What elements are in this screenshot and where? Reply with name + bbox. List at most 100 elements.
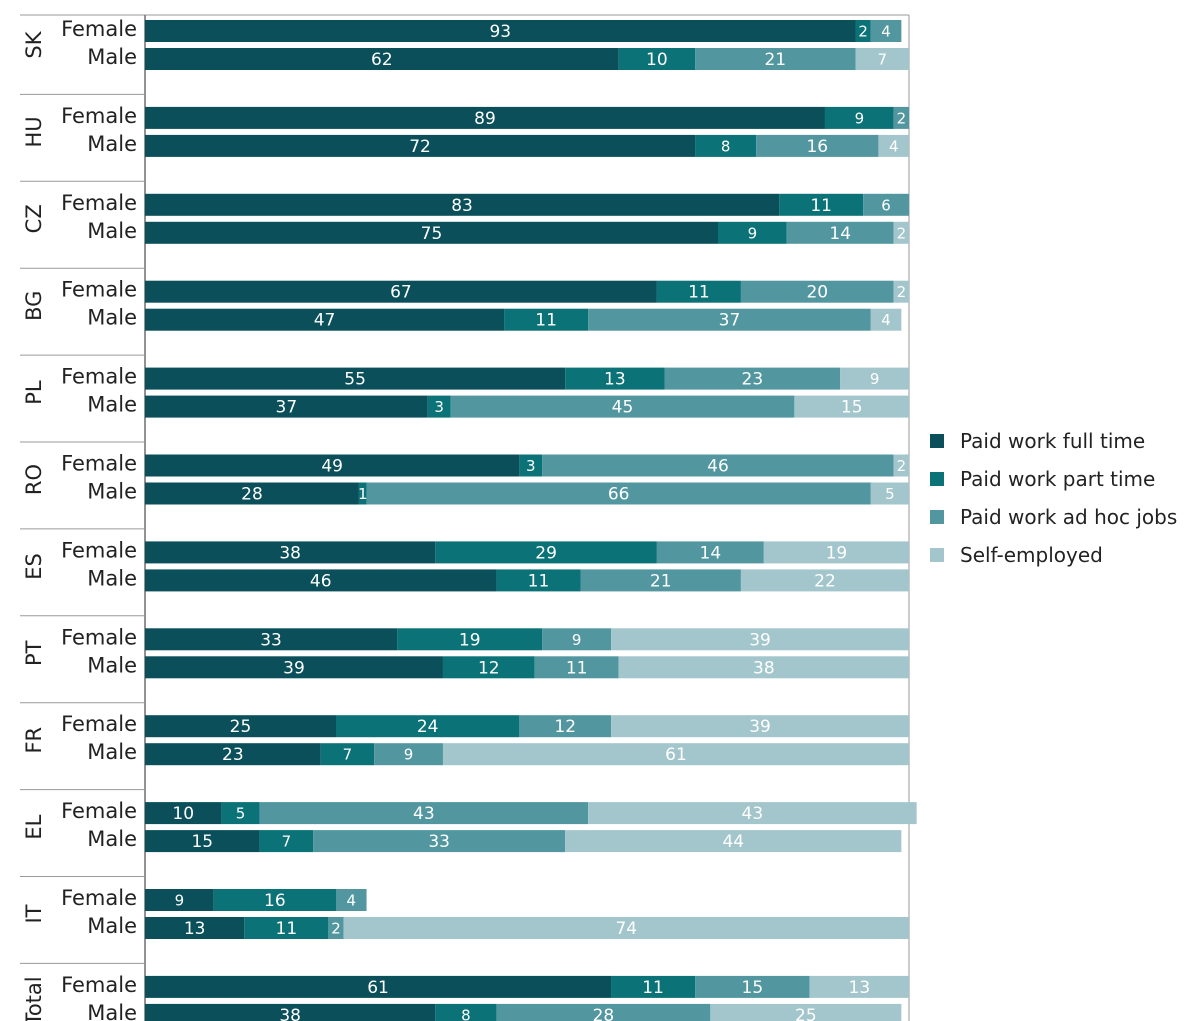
data-label-es-male-paid-work-full-time: 46 <box>310 571 332 591</box>
legend: Paid work full time Paid work part time … <box>930 424 1177 576</box>
data-label-el-male-self-employed: 44 <box>722 832 744 852</box>
data-label-el-female-paid-work-part-time: 5 <box>236 805 246 823</box>
row-label-fr-male: Male <box>87 740 137 764</box>
bar-es-male-paid-work-part-time <box>496 569 581 592</box>
data-label-pl-male-self-employed: 15 <box>841 398 863 418</box>
data-label-it-female-paid-work-ad-hoc-jobs: 4 <box>347 892 357 910</box>
data-label-total-female-self-employed: 13 <box>849 978 871 998</box>
bar-pt-male-paid-work-part-time <box>442 656 535 679</box>
data-label-hu-male-paid-work-ad-hoc-jobs: 16 <box>806 137 828 157</box>
bar-pt-male-paid-work-ad-hoc-jobs <box>534 656 619 679</box>
data-label-pt-male-paid-work-ad-hoc-jobs: 11 <box>566 658 588 678</box>
group-label-total: Total <box>22 976 46 1021</box>
data-label-fr-male-self-employed: 61 <box>665 745 687 765</box>
bar-pt-female-self-employed <box>611 628 909 651</box>
legend-item-part-time: Paid work part time <box>930 462 1177 496</box>
bar-hu-male-self-employed <box>878 134 909 157</box>
data-label-bg-male-paid-work-part-time: 11 <box>535 311 557 331</box>
bar-hu-female-paid-work-full-time <box>145 106 825 129</box>
bar-el-male-self-employed <box>565 830 902 853</box>
data-label-es-female-paid-work-part-time: 29 <box>535 543 557 563</box>
bar-el-female-paid-work-full-time <box>145 802 222 825</box>
group-label-fr: FR <box>22 727 46 754</box>
bar-es-female-paid-work-full-time <box>145 541 436 564</box>
row-label-pt-male: Male <box>87 653 137 677</box>
bar-hu-male-paid-work-part-time <box>695 134 757 157</box>
data-label-fr-female-paid-work-ad-hoc-jobs: 12 <box>554 717 576 737</box>
row-label-it-male: Male <box>87 914 137 938</box>
data-label-it-male-self-employed: 74 <box>615 919 637 939</box>
data-label-pt-female-paid-work-full-time: 33 <box>260 630 282 650</box>
bar-ro-female-self-employed <box>893 454 909 477</box>
data-label-es-female-self-employed: 19 <box>826 543 848 563</box>
bar-pt-male-self-employed <box>618 656 909 679</box>
group-label-es: ES <box>22 553 46 580</box>
data-label-ro-male-paid-work-full-time: 28 <box>241 485 263 505</box>
data-label-cz-female-paid-work-part-time: 11 <box>810 196 832 216</box>
legend-label-part-time: Paid work part time <box>960 467 1156 491</box>
bar-pl-male-paid-work-ad-hoc-jobs <box>450 395 795 418</box>
bar-el-male-paid-work-ad-hoc-jobs <box>313 830 566 853</box>
bar-cz-male-paid-work-ad-hoc-jobs <box>786 221 894 244</box>
data-label-pt-male-paid-work-part-time: 12 <box>478 658 500 678</box>
bar-total-female-paid-work-ad-hoc-jobs <box>695 975 810 998</box>
bar-el-female-paid-work-ad-hoc-jobs <box>259 802 589 825</box>
data-label-cz-female-paid-work-ad-hoc-jobs: 6 <box>881 196 891 214</box>
bar-es-female-self-employed <box>763 541 909 564</box>
bar-bg-female-paid-work-part-time <box>656 280 741 303</box>
bar-es-male-paid-work-ad-hoc-jobs <box>580 569 741 592</box>
data-label-sk-male-paid-work-ad-hoc-jobs: 21 <box>764 50 786 70</box>
data-label-pt-male-paid-work-full-time: 39 <box>283 658 305 678</box>
bar-it-female-paid-work-part-time <box>213 889 336 911</box>
bar-fr-female-paid-work-ad-hoc-jobs <box>519 715 612 738</box>
data-label-total-female-paid-work-full-time: 61 <box>367 978 389 998</box>
row-label-el-male: Male <box>87 827 137 851</box>
bar-pt-female-paid-work-full-time <box>145 628 398 651</box>
row-label-ro-female: Female <box>61 452 137 476</box>
data-label-fr-female-paid-work-part-time: 24 <box>417 717 439 737</box>
bar-pl-male-paid-work-full-time <box>145 395 428 418</box>
group-label-cz: CZ <box>22 204 46 233</box>
bar-total-male-paid-work-ad-hoc-jobs <box>496 1003 711 1021</box>
bar-bg-female-self-employed <box>893 280 909 303</box>
data-label-it-male-paid-work-ad-hoc-jobs: 2 <box>331 920 341 938</box>
data-label-hu-female-paid-work-part-time: 9 <box>855 109 865 127</box>
data-label-bg-female-paid-work-part-time: 11 <box>688 283 710 303</box>
row-label-bg-male: Male <box>87 306 137 330</box>
row-label-pt-female: Female <box>61 625 137 649</box>
bar-it-male-paid-work-part-time <box>244 917 329 939</box>
bar-pl-female-self-employed <box>840 367 909 390</box>
bar-fr-female-self-employed <box>611 715 909 738</box>
data-label-total-male-paid-work-part-time: 8 <box>461 1006 471 1021</box>
bar-pl-male-self-employed <box>794 395 909 418</box>
bar-el-male-paid-work-full-time <box>145 830 260 853</box>
bar-hu-male-paid-work-full-time <box>145 134 696 157</box>
row-label-es-female: Female <box>61 538 137 562</box>
bar-pt-female-paid-work-part-time <box>397 628 543 651</box>
bar-hu-female-paid-work-part-time <box>824 106 894 129</box>
legend-swatch-part-time <box>930 472 944 486</box>
bar-fr-female-paid-work-part-time <box>336 715 520 738</box>
legend-item-ad-hoc: Paid work ad hoc jobs <box>930 500 1177 534</box>
bar-hu-female-paid-work-ad-hoc-jobs <box>893 106 909 129</box>
group-label-hu: HU <box>22 116 46 147</box>
data-label-ro-female-paid-work-part-time: 3 <box>526 457 536 475</box>
bar-el-female-self-employed <box>588 802 917 825</box>
bar-hu-male-paid-work-ad-hoc-jobs <box>756 134 879 157</box>
bar-it-female-paid-work-full-time <box>145 889 214 911</box>
bar-total-male-self-employed <box>710 1003 902 1021</box>
data-label-es-male-paid-work-part-time: 11 <box>528 571 550 591</box>
data-label-bg-male-paid-work-full-time: 47 <box>314 311 336 331</box>
data-label-bg-male-self-employed: 4 <box>881 311 891 329</box>
data-label-hu-female-paid-work-full-time: 89 <box>474 109 496 129</box>
bar-cz-female-paid-work-part-time <box>779 193 864 216</box>
bar-it-female-paid-work-ad-hoc-jobs <box>336 889 367 911</box>
bar-ro-female-paid-work-part-time <box>519 454 543 477</box>
bar-cz-male-paid-work-part-time <box>718 221 787 244</box>
bar-total-female-paid-work-full-time <box>145 975 612 998</box>
data-label-fr-male-paid-work-full-time: 23 <box>222 745 244 765</box>
bar-bg-female-paid-work-full-time <box>145 280 657 303</box>
data-label-pt-male-self-employed: 38 <box>753 658 775 678</box>
data-label-pl-male-paid-work-full-time: 37 <box>276 398 298 418</box>
row-label-fr-female: Female <box>61 712 137 736</box>
